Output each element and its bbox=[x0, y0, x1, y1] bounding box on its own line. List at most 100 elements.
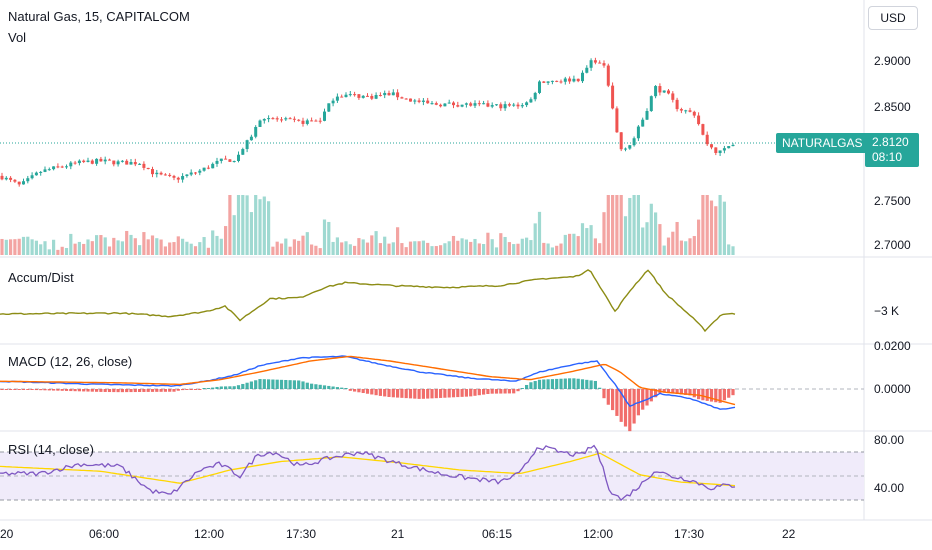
macd-histogram-bar bbox=[340, 387, 344, 389]
candle-body bbox=[224, 158, 228, 160]
candle-body bbox=[202, 167, 206, 171]
macd-histogram bbox=[0, 378, 735, 432]
macd-histogram-bar bbox=[211, 387, 215, 389]
candle-body bbox=[357, 94, 361, 98]
macd-histogram-bar bbox=[585, 379, 589, 389]
macd-histogram-bar bbox=[396, 389, 400, 398]
macd-histogram-bar bbox=[193, 389, 198, 390]
candle-body bbox=[52, 166, 56, 170]
candle-body bbox=[86, 160, 90, 162]
rsi-title[interactable]: RSI (14, close) bbox=[8, 442, 94, 457]
candle-body bbox=[391, 92, 395, 96]
candle-body bbox=[95, 158, 99, 164]
macd-histogram-bar bbox=[52, 389, 56, 391]
candle-body bbox=[103, 159, 107, 162]
macd-histogram-bar bbox=[129, 389, 133, 393]
candle-body bbox=[675, 99, 679, 110]
candle-body bbox=[138, 163, 142, 165]
candle-body bbox=[636, 126, 640, 139]
macd-histogram-bar bbox=[21, 389, 26, 390]
volume-bar bbox=[310, 244, 314, 255]
candle-body bbox=[26, 178, 30, 182]
macd-histogram-bar bbox=[258, 379, 262, 389]
macd-histogram-bar bbox=[589, 380, 593, 389]
macd-histogram-bar bbox=[482, 389, 486, 395]
volume-bar bbox=[658, 224, 662, 255]
volume-bar bbox=[52, 239, 56, 255]
macd-histogram-bar bbox=[142, 389, 146, 392]
macd-histogram-bar bbox=[568, 378, 572, 389]
volume-bar bbox=[529, 240, 533, 255]
volume-bar bbox=[206, 247, 210, 255]
accum-dist-title[interactable]: Accum/Dist bbox=[8, 270, 74, 285]
candle-body bbox=[606, 65, 610, 86]
candle-body bbox=[568, 78, 572, 82]
candle-body bbox=[525, 102, 529, 106]
candle-body bbox=[146, 167, 150, 170]
volume-bar bbox=[426, 242, 430, 255]
candle-body bbox=[421, 100, 425, 102]
accum-dist-tick: −3 K bbox=[874, 304, 899, 318]
macd-histogram-bar bbox=[327, 385, 331, 389]
volume-bar bbox=[150, 235, 155, 255]
macd-histogram-bar bbox=[490, 389, 494, 394]
macd-histogram-bar bbox=[486, 389, 490, 394]
volume-bar bbox=[357, 238, 361, 255]
candle-body bbox=[542, 81, 546, 83]
volume-bar bbox=[439, 245, 443, 255]
macd-histogram-bar bbox=[632, 389, 636, 424]
macd-histogram-bar bbox=[116, 389, 120, 393]
candle-body bbox=[172, 175, 176, 178]
volume-label[interactable]: Vol bbox=[8, 30, 27, 45]
macd-histogram-bar bbox=[189, 389, 193, 390]
volume-bar bbox=[172, 242, 176, 255]
candle-body bbox=[159, 172, 163, 175]
currency-button[interactable]: USD bbox=[868, 6, 918, 30]
candle-body bbox=[516, 104, 520, 107]
volume-bar bbox=[86, 239, 90, 255]
volume-bar bbox=[353, 245, 357, 255]
volume-bar bbox=[9, 239, 13, 255]
candle-body bbox=[611, 85, 615, 109]
candle-body bbox=[310, 120, 314, 122]
last-price-label: 2.8120 08:10 bbox=[865, 133, 919, 167]
macd-histogram-bar bbox=[593, 380, 597, 389]
symbol-title[interactable]: Natural Gas, 15, CAPITALCOM bbox=[8, 9, 190, 24]
volume-bar bbox=[537, 211, 542, 255]
macd-histogram-bar bbox=[649, 389, 653, 402]
macd-histogram-bar bbox=[120, 389, 124, 393]
macd-histogram-bar bbox=[576, 378, 580, 389]
candle-body bbox=[116, 161, 120, 165]
volume-bar bbox=[340, 242, 344, 255]
macd-histogram-bar bbox=[314, 384, 318, 389]
volume-bar bbox=[456, 240, 460, 255]
candle-body bbox=[503, 104, 507, 109]
volume-bar bbox=[447, 241, 451, 255]
volume-bar bbox=[284, 238, 288, 255]
candle-body bbox=[249, 136, 253, 141]
macd-histogram-bar bbox=[439, 389, 443, 398]
volume-bar bbox=[275, 241, 279, 255]
candle-body bbox=[434, 103, 438, 105]
candle-body bbox=[13, 179, 17, 182]
candle-body bbox=[692, 111, 696, 116]
volume-bar bbox=[714, 206, 718, 255]
candle-body bbox=[47, 169, 51, 171]
candle-body bbox=[215, 160, 219, 164]
macd-title[interactable]: MACD (12, 26, close) bbox=[8, 354, 133, 369]
macd-histogram-bar bbox=[456, 389, 460, 398]
volume-bar bbox=[314, 245, 318, 255]
volume-bar bbox=[486, 232, 490, 255]
volume-bar bbox=[344, 241, 348, 255]
candle-body bbox=[447, 102, 451, 104]
macd-histogram-bar bbox=[374, 389, 378, 396]
volume-bar bbox=[26, 236, 30, 255]
candle-body bbox=[254, 126, 258, 137]
macd-histogram-bar bbox=[546, 379, 550, 389]
volume-bar bbox=[155, 238, 159, 255]
candle-body bbox=[142, 163, 146, 168]
macd-histogram-bar bbox=[241, 383, 245, 389]
macd-tick: 0.0200 bbox=[874, 339, 911, 353]
